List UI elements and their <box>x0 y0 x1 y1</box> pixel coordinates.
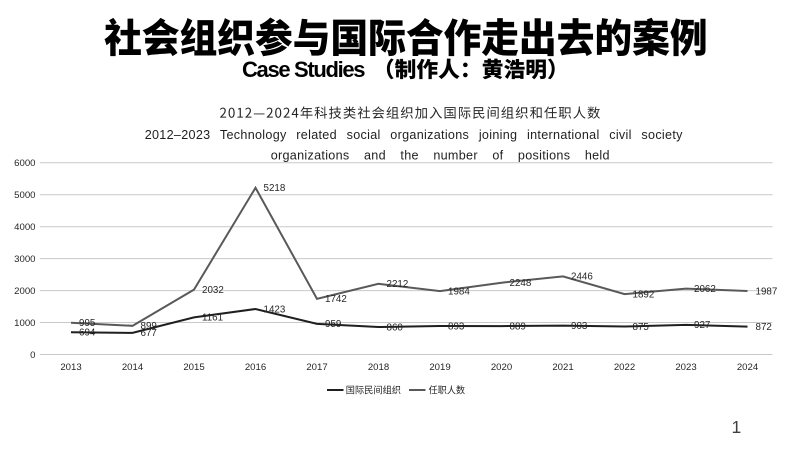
svg-text:2024: 2024 <box>737 362 759 373</box>
svg-text:2020: 2020 <box>491 362 512 373</box>
svg-text:889: 889 <box>510 321 526 332</box>
svg-text:959: 959 <box>325 319 341 330</box>
svg-text:1161: 1161 <box>202 313 223 324</box>
svg-text:2019: 2019 <box>429 362 450 373</box>
svg-text:2014: 2014 <box>122 362 144 373</box>
svg-text:2012–2023 Technology related s: 2012–2023 Technology related social orga… <box>145 128 683 142</box>
svg-text:4000: 4000 <box>14 222 35 233</box>
svg-text:2000: 2000 <box>14 286 35 297</box>
svg-text:2022: 2022 <box>614 362 635 373</box>
svg-text:875: 875 <box>633 322 650 333</box>
svg-text:2013: 2013 <box>60 362 81 373</box>
svg-text:2016: 2016 <box>245 362 266 373</box>
svg-text:6000: 6000 <box>14 158 35 169</box>
svg-text:903: 903 <box>571 321 588 332</box>
svg-text:2446: 2446 <box>571 272 593 283</box>
svg-text:3000: 3000 <box>14 254 35 265</box>
svg-text:2248: 2248 <box>510 278 532 289</box>
svg-text:899: 899 <box>141 321 157 332</box>
svg-text:927: 927 <box>694 320 710 331</box>
svg-text:1423: 1423 <box>264 304 286 315</box>
svg-text:2062: 2062 <box>694 284 716 295</box>
svg-text:2018: 2018 <box>368 362 389 373</box>
svg-text:organizations and the number o: organizations and the number of position… <box>271 149 610 163</box>
svg-text:5218: 5218 <box>264 183 286 194</box>
svg-text:1987: 1987 <box>756 286 778 297</box>
svg-text:2032: 2032 <box>202 285 224 296</box>
svg-text:860: 860 <box>387 322 404 333</box>
svg-text:1: 1 <box>732 417 742 437</box>
svg-text:872: 872 <box>756 322 772 333</box>
svg-text:2021: 2021 <box>552 362 573 373</box>
svg-text:1892: 1892 <box>633 289 655 300</box>
svg-text:1000: 1000 <box>14 318 35 329</box>
svg-text:893: 893 <box>448 321 465 332</box>
svg-text:2212: 2212 <box>387 279 409 290</box>
svg-text:995: 995 <box>79 318 96 329</box>
svg-text:2017: 2017 <box>306 362 327 373</box>
svg-text:1742: 1742 <box>325 294 347 305</box>
svg-text:Case Studies: Case Studies <box>242 57 366 82</box>
svg-text:0: 0 <box>30 350 35 361</box>
svg-text:677: 677 <box>141 328 157 339</box>
svg-text:2015: 2015 <box>183 362 204 373</box>
svg-text:1984: 1984 <box>448 286 470 297</box>
svg-text:5000: 5000 <box>14 190 35 201</box>
svg-text:694: 694 <box>79 328 96 339</box>
svg-text:2023: 2023 <box>675 362 696 373</box>
